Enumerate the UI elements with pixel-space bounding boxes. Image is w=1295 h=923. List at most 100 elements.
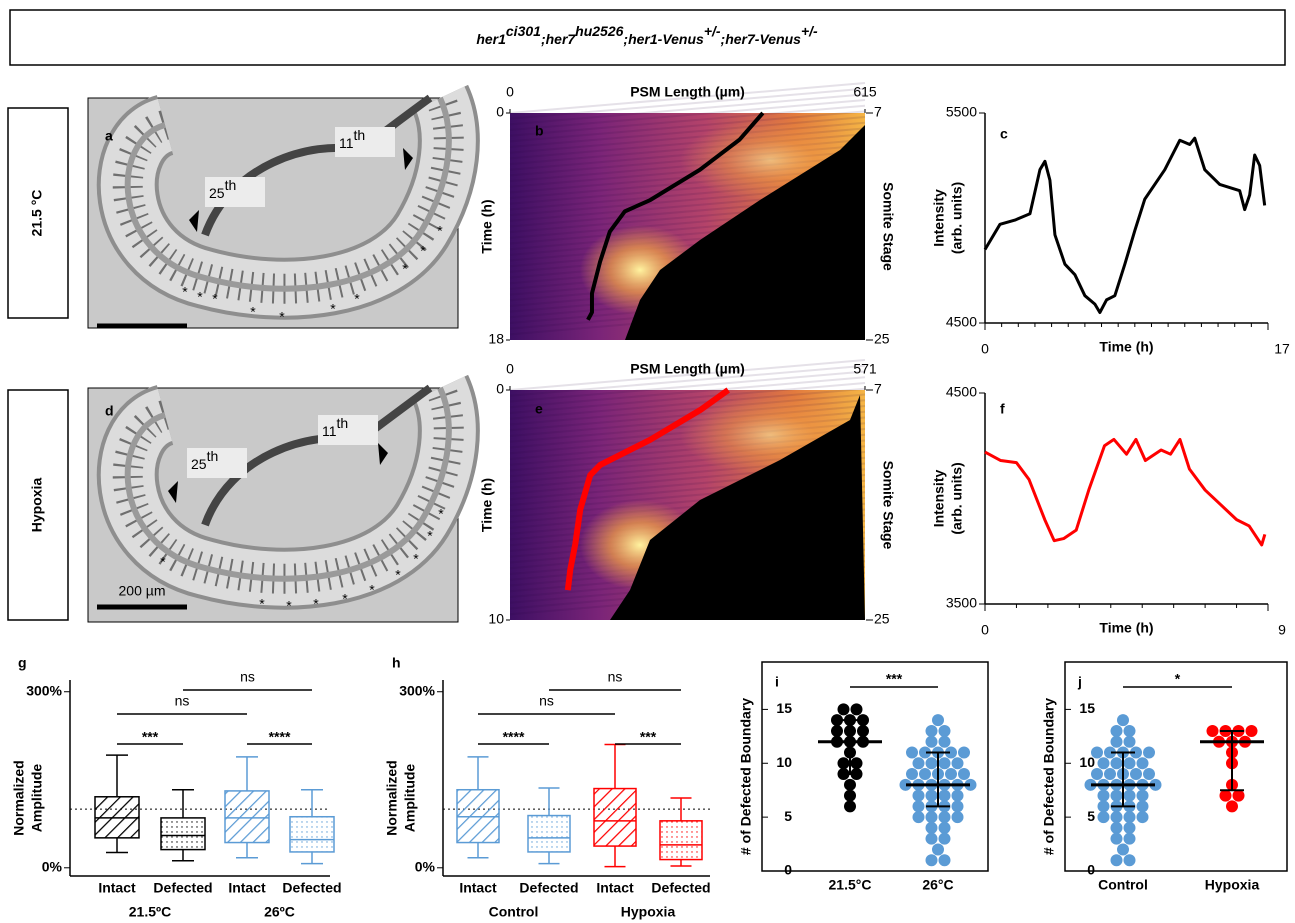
dot (1110, 735, 1123, 748)
dot (964, 778, 977, 791)
dot (906, 768, 918, 781)
box (160, 817, 206, 851)
dot (951, 789, 964, 802)
row-label-box (7, 107, 69, 319)
dot (912, 757, 925, 770)
y2-tick-label: 7 (874, 104, 882, 120)
title: her1ci301;her7hu2526;her1-Venus+/-;her7-… (476, 23, 818, 47)
annotation-box (187, 448, 247, 478)
dot (919, 768, 931, 781)
asterisk: * (369, 582, 375, 598)
title-box (9, 9, 1286, 66)
asterisk: * (212, 291, 218, 307)
line (983, 136, 1267, 314)
asterisk: * (395, 567, 401, 583)
dot (925, 811, 938, 824)
title-part: ;her7-Venus (721, 31, 802, 47)
plot-frame (761, 661, 989, 872)
panel-letter: g (18, 655, 27, 671)
title-sup: hu2526 (575, 23, 623, 39)
annotation-arrow (403, 148, 413, 170)
dot (899, 778, 912, 791)
dot (951, 757, 964, 770)
dot (1136, 789, 1149, 802)
panel-letter: d (105, 403, 114, 419)
dot (844, 800, 856, 813)
x-tick-label: Intact (596, 880, 634, 896)
asterisk: * (250, 304, 256, 320)
dot (857, 714, 869, 727)
dot (958, 746, 970, 759)
significance-label: **** (503, 729, 525, 745)
dot (1097, 811, 1110, 824)
dot (906, 746, 918, 759)
asterisk: * (354, 291, 360, 307)
dot (857, 724, 869, 737)
group-label: Hypoxia (621, 904, 676, 920)
dot (1104, 746, 1116, 759)
dot (951, 811, 964, 824)
heatmap-streak (509, 370, 866, 403)
y-tick-label: 4500 (946, 384, 977, 400)
dot (958, 768, 970, 781)
y-axis-title: # of Defected Boundary (738, 698, 754, 855)
scale-label: 200 µm (119, 583, 166, 599)
y-tick-label: 0 (1087, 862, 1095, 878)
significance-label: *** (886, 671, 903, 687)
title-part: ;her1-Venus (623, 31, 704, 47)
y2-tick-label: 25 (874, 611, 890, 627)
y-axis-title: Time (h) (479, 478, 495, 532)
y-tick-label: 5500 (946, 104, 977, 120)
y-axis-title: # of Defected Boundary (1041, 698, 1057, 855)
dot (938, 789, 951, 802)
dot (1110, 724, 1123, 737)
panel-letter: b (535, 123, 544, 139)
y-axis-title: Amplitude (29, 764, 45, 833)
dot (844, 789, 856, 802)
panel-letter: a (105, 128, 113, 144)
y-tick-label: 3500 (946, 595, 977, 611)
embryo (96, 84, 480, 320)
asterisk: * (286, 598, 292, 614)
asterisk: * (420, 243, 426, 259)
significance-label: *** (142, 729, 159, 745)
box (289, 815, 335, 853)
dot (1123, 724, 1136, 737)
heatmap-streak (509, 116, 866, 149)
y-tick-label: 0 (496, 381, 504, 397)
x-tick-label: Defected (519, 880, 578, 896)
y-axis-title: Intensity (931, 189, 947, 247)
y-tick-label: 15 (1079, 700, 1095, 716)
x-tick-label: 9 (1278, 622, 1286, 638)
box (224, 790, 270, 844)
y-tick-label: 15 (776, 700, 792, 716)
dot (831, 724, 843, 737)
asterisk: * (342, 591, 348, 607)
dot (1219, 789, 1232, 802)
plot-frame (1064, 661, 1288, 872)
box (593, 787, 637, 847)
dot (919, 746, 931, 759)
dot (932, 714, 944, 727)
annotation-label: 11th (339, 127, 365, 151)
heatmap-streak (509, 382, 866, 414)
y2-axis-title: Somite Stage (880, 461, 896, 550)
dot (1123, 821, 1136, 834)
annotation-label: 11th (322, 415, 348, 439)
x-tick-label: 0 (506, 84, 514, 100)
dot (1123, 832, 1136, 845)
asterisk: * (427, 528, 433, 544)
asterisk: * (413, 551, 419, 567)
annotation-box (205, 177, 265, 207)
dot (1091, 746, 1103, 759)
dot (1143, 768, 1155, 781)
asterisk: * (160, 554, 166, 570)
annotation-arrow (189, 210, 199, 232)
box (659, 820, 703, 861)
dot (938, 811, 951, 824)
dot (831, 714, 843, 727)
y-axis-title: Amplitude (402, 764, 418, 833)
dot (1136, 800, 1149, 813)
panel-letter: c (1000, 126, 1008, 142)
annotation-sup: th (225, 177, 237, 193)
